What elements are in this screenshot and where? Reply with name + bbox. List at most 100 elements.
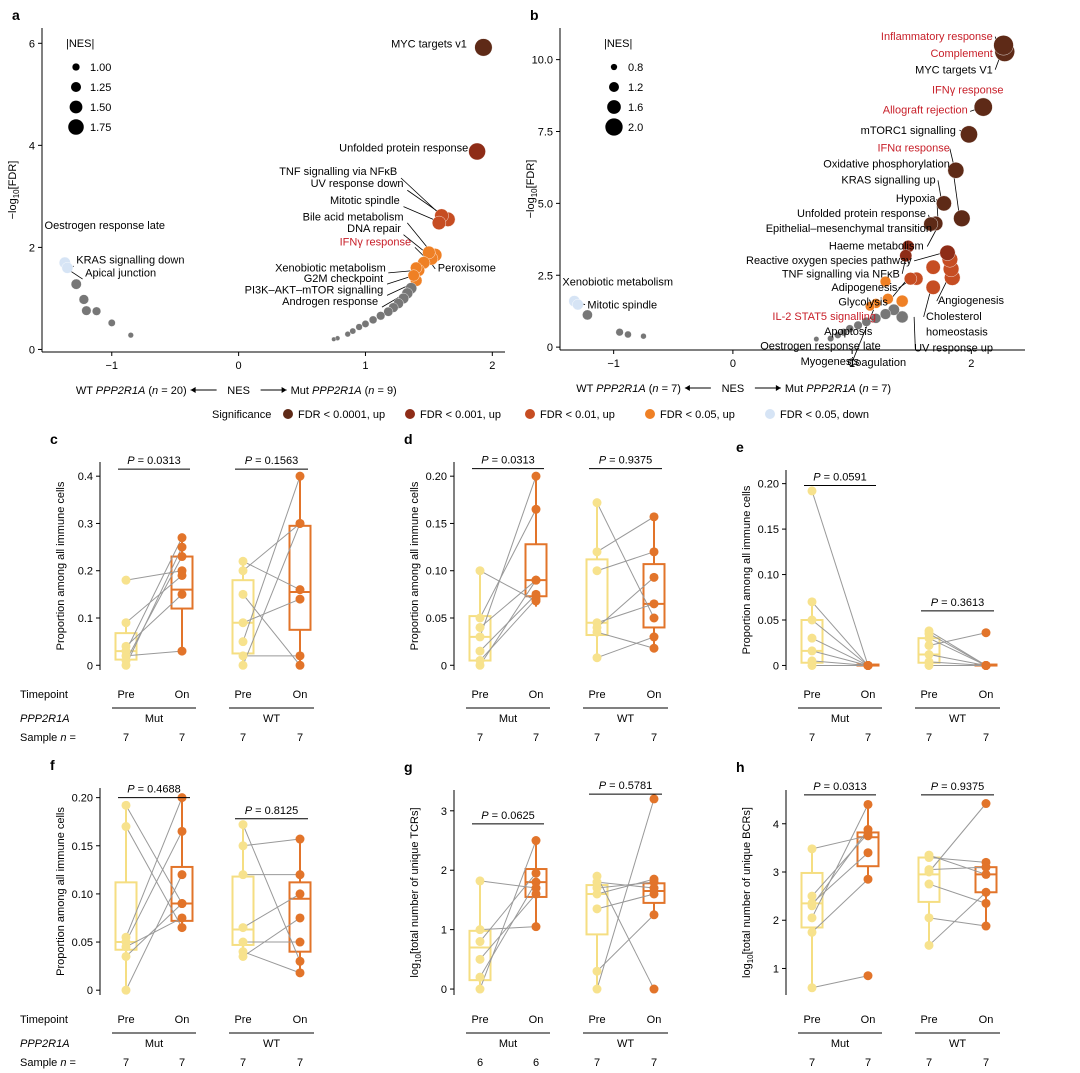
data-point [615,328,624,337]
data-point [865,301,875,312]
on-dot [531,575,541,585]
significance-legend: Significance FDR < 0.0001, up FDR < 0.001,… [212,409,869,421]
on-dot [981,799,991,809]
on-dot [863,971,873,981]
leader-line [923,289,932,318]
on-dot [863,874,873,884]
pair-line [479,509,537,619]
y-tick-label: 7.5 [538,127,553,139]
point-label: Bile acid metabolism [303,211,404,223]
sample-n-value: 7 [865,732,871,744]
pre-dot [121,618,131,628]
point-label: Hypoxia [896,193,937,205]
sample-n-value: 7 [983,732,989,744]
y-tick-label: 0 [87,985,93,997]
pre-dot [475,954,485,964]
pre-dot [807,615,817,625]
legend-label: FDR < 0.05, down [780,409,869,421]
on-dot [177,826,187,836]
size-legend-dot [609,82,619,92]
on-dot [295,956,305,966]
data-point [845,324,854,333]
sample-n-value: 7 [809,1057,815,1069]
timepoint-label: On [293,689,308,701]
pair-line [125,874,183,991]
pair-line [928,866,987,871]
pre-dot [475,937,485,947]
timepoint-label: On [647,1014,662,1026]
box-body [524,543,548,598]
pair-line [596,636,655,659]
on-dot [177,542,187,552]
y-tick-label: 5.0 [538,198,553,210]
y-tick-label: 0.20 [72,793,93,805]
group-label: Mut [499,1038,517,1050]
pre-dot [238,820,248,830]
pre-dot [807,660,817,670]
pair-line [242,824,301,962]
timepoint-label: Pre [920,689,937,701]
point-label: IFNγ response [340,236,412,248]
data-point [640,333,647,340]
on-dot [531,883,541,893]
timepoint-label: On [529,689,544,701]
data-point [953,209,971,227]
pre-dot [475,613,485,623]
sample-n-value: 7 [926,1057,932,1069]
pre-dot [807,891,817,901]
on-dot [177,913,187,923]
pair-line [811,852,869,904]
pre-dot [924,913,934,923]
pre-dot [238,618,248,628]
panel-label: a [12,7,20,23]
panel-label: e [736,439,744,455]
sample-n-value: 7 [240,1057,246,1069]
pair-line [596,878,655,895]
legend-label: FDR < 0.0001, up [298,409,385,421]
on-dot [177,533,187,543]
on-dot [649,874,659,884]
y-tick-label: 2 [441,865,447,877]
timepoint-label: On [861,1014,876,1026]
arrow-left-head [190,387,196,393]
pair-line [125,650,183,657]
y-tick-label: 2.5 [538,270,553,282]
y-axis-label: Proportion among all immune cells [55,807,67,976]
sample-n-value: 7 [533,732,539,744]
sample-n-value: 7 [297,732,303,744]
point-label: Oestrogen response late [760,340,880,352]
y-tick-label: 0.1 [78,613,93,625]
sample-n-value: 6 [533,1057,539,1069]
data-point [624,330,632,339]
on-dot [981,660,991,670]
data-point [92,306,102,316]
sample-n-value: 7 [123,732,129,744]
group-label: Mut [145,1038,163,1050]
pair-line [125,805,183,904]
pre-dot [121,651,131,661]
point-label: Coagulation [847,357,906,369]
pair-line [928,917,987,927]
point-label: Unfolded protein response [339,142,468,154]
x-tick-label: 1 [362,360,368,372]
pair-line [596,516,655,553]
group-label: WT [263,713,280,725]
y-tick-label: 1 [441,925,447,937]
timepoint-label: Pre [803,689,820,701]
y-axis-label: log10[total number of unique TCRs] [409,807,423,977]
data-point [925,279,941,295]
on-dot [981,887,991,897]
point-label: Oestrogen response late [45,220,165,232]
point-label: Angiogenesis [938,295,1005,307]
y-axis-label: log10[total number of unique BCRs] [741,807,755,978]
x-axis-label-mid: NES [722,383,745,395]
pre-dot [475,646,485,656]
point-label: Inflammatory response [881,31,993,43]
pre-dot [238,870,248,880]
x-tick-label: 2 [968,358,974,370]
on-dot [649,512,659,522]
point-label: IFNγ response [932,85,1004,97]
data-point [431,215,447,230]
pair-line [125,575,183,624]
pre-dot [807,633,817,643]
